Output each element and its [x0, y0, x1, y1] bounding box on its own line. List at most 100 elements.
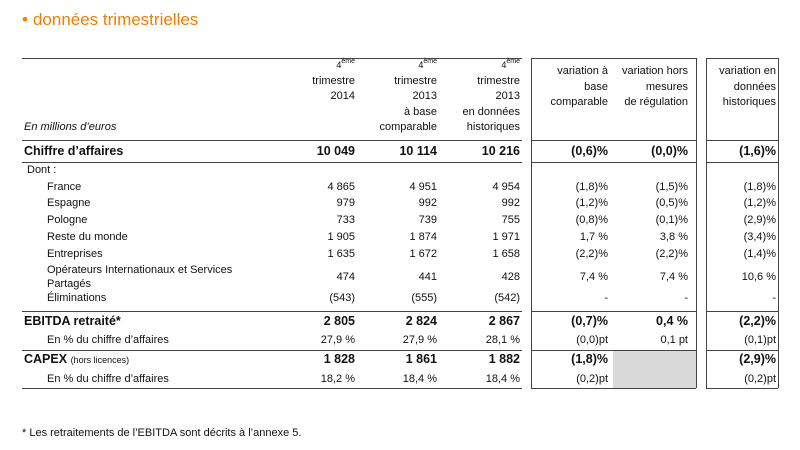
row-label: Entreprises [47, 248, 103, 260]
header-line: 2013 [495, 90, 520, 102]
box-edge [706, 58, 707, 388]
rule [22, 58, 522, 59]
cell: 1 874 [409, 231, 437, 243]
label-text: France [47, 181, 82, 193]
row-label: CAPEX (hors licences) [24, 352, 129, 366]
label-text: Éliminations [47, 292, 107, 304]
unit-label: En millions d’euros [24, 121, 117, 133]
rule [531, 350, 696, 351]
cell: 979 [336, 197, 355, 209]
row-label: Pologne [47, 214, 87, 226]
cell: (1,8)% [743, 181, 776, 193]
label-text: CAPEX [24, 352, 68, 366]
ordinal: 4 [336, 60, 342, 70]
cell: (0,0)pt [576, 334, 608, 346]
cell: 992 [418, 197, 437, 209]
column-header: variation à base comparable [551, 64, 608, 111]
rule [531, 162, 696, 163]
cell: (0,2)pt [576, 373, 608, 385]
cell: (1,4)% [743, 248, 776, 260]
title: données trimestrielles [22, 10, 198, 30]
cell: 4 954 [492, 181, 520, 193]
header-line: comparable [379, 121, 437, 133]
cell: 755 [501, 214, 520, 226]
cell: 1 635 [327, 248, 355, 260]
header-line: trimestre [312, 74, 355, 87]
cell: (0,7)% [571, 314, 608, 328]
cell: (555) [411, 292, 437, 304]
empty-cell [613, 351, 696, 388]
cell: (1,2)% [575, 197, 608, 209]
cell: 4 865 [327, 181, 355, 193]
rule [706, 388, 778, 389]
label-text: Reste du monde [47, 231, 128, 243]
header-line: variation hors [621, 65, 688, 77]
header-line: 2013 [412, 90, 437, 102]
row-label: Dont : [27, 164, 56, 176]
column-header: variation en données historiques [719, 64, 776, 111]
row-label: France [47, 181, 81, 193]
cell: 18,4 % [402, 373, 437, 385]
column-header: 4ème trimestre 2013 à base comparable [380, 58, 437, 136]
ordinal-suffix: ème [506, 58, 520, 65]
cell: - [604, 292, 608, 304]
box-edge [531, 58, 532, 388]
cell: 1 828 [323, 352, 355, 366]
row-label: En % du chiffre d’affaires [47, 373, 169, 385]
row-label: Espagne [47, 197, 90, 209]
header-line: de régulation [624, 96, 688, 108]
ordinal: 4 [501, 60, 507, 70]
label-text: EBITDA retraité* [24, 314, 121, 328]
header-line: historiques [466, 121, 520, 133]
cell: (3,4)% [743, 231, 776, 243]
cell: 18,2 % [320, 373, 355, 385]
cell: 27,9 % [320, 334, 355, 346]
rule [22, 140, 522, 141]
cell: 18,4 % [485, 373, 520, 385]
cell: 441 [418, 271, 437, 283]
rule [706, 350, 778, 351]
cell: (1,8)% [571, 352, 608, 366]
row-label: Chiffre d’affaires [24, 144, 123, 158]
cell: (0,1)pt [744, 334, 776, 346]
label-text: Pologne [47, 214, 88, 226]
cell: (2,2)% [575, 248, 608, 260]
cell: (2,2)% [655, 248, 688, 260]
cell: 27,9 % [402, 334, 437, 346]
cell: (0,6)% [571, 144, 608, 158]
rule [706, 162, 778, 163]
ordinal-suffix: ème [423, 58, 437, 65]
label-note: (hors licences) [70, 355, 130, 365]
header-line: trimestre [394, 74, 437, 87]
header-line: variation en [719, 65, 776, 77]
cell: (1,6)% [739, 144, 776, 158]
cell: (2,9)% [739, 352, 776, 366]
cell: (2,2)% [739, 314, 776, 328]
rule [531, 388, 696, 389]
cell: - [684, 292, 688, 304]
header-line: comparable [550, 96, 608, 108]
cell: 474 [336, 271, 355, 283]
cell: 10,6 % [741, 271, 776, 283]
header-line: 4ème [380, 58, 437, 74]
cell: 733 [336, 214, 355, 226]
box-edge [778, 58, 779, 388]
row-label: Éliminations [47, 292, 106, 304]
header-line: 4ème [463, 58, 520, 74]
cell: 2 805 [323, 314, 355, 328]
footnote: * Les retraitements de l’EBITDA sont déc… [22, 427, 302, 439]
header-line: à base [403, 105, 437, 118]
rule [531, 311, 696, 312]
cell: 4 951 [409, 181, 437, 193]
header-line: données [733, 80, 776, 93]
cell: (0,0)% [651, 144, 688, 158]
cell: (1,8)% [575, 181, 608, 193]
cell: 1 971 [492, 231, 520, 243]
header-line: base [584, 80, 608, 93]
cell: 1 861 [405, 352, 437, 366]
cell: 2 824 [405, 314, 437, 328]
row-label: Reste du monde [47, 231, 128, 243]
cell: (1,2)% [743, 197, 776, 209]
label-text: En % du chiffre d’affaires [47, 373, 169, 385]
